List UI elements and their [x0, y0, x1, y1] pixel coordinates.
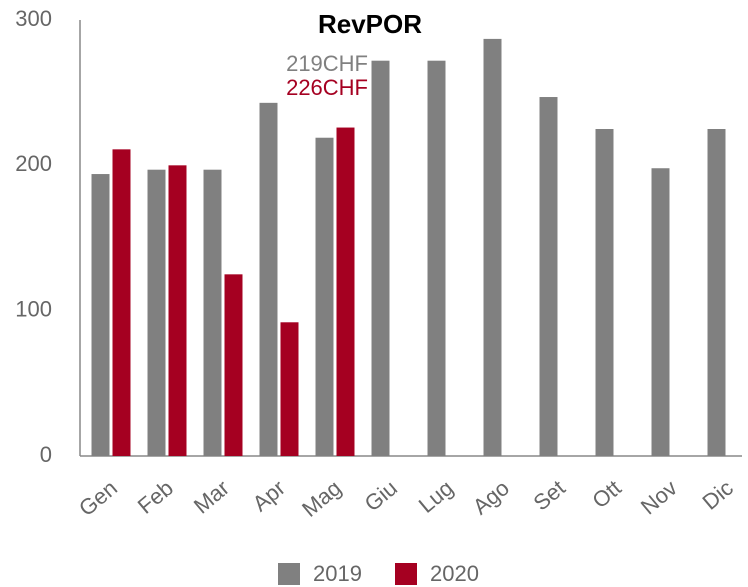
bar	[112, 149, 131, 456]
x-tick-label: Apr	[248, 475, 290, 516]
bar	[280, 322, 299, 456]
bar	[147, 169, 166, 456]
bar	[203, 169, 222, 456]
legend-label: 2020	[430, 561, 479, 586]
x-tick-label: Mar	[189, 475, 234, 519]
bar	[259, 102, 278, 456]
x-tick-label: Set	[529, 475, 570, 515]
bar	[371, 60, 390, 457]
legend-label: 2019	[313, 561, 362, 586]
bar	[483, 38, 502, 456]
annotation: 219CHF	[286, 51, 368, 76]
bar	[539, 97, 558, 456]
bar	[427, 60, 446, 457]
legend-swatch	[278, 563, 300, 585]
x-tick-label: Lug	[414, 475, 458, 518]
legend-swatch	[395, 563, 417, 585]
annotation: 226CHF	[286, 75, 368, 100]
y-tick-label: 100	[15, 296, 52, 321]
bar	[595, 129, 614, 456]
bar	[336, 127, 355, 457]
x-tick-label: Feb	[133, 475, 178, 519]
x-tick-label: Giu	[360, 475, 402, 516]
bar	[224, 274, 243, 456]
bar	[315, 137, 334, 456]
bar	[651, 168, 670, 457]
y-tick-label: 200	[15, 151, 52, 176]
bar	[168, 165, 187, 457]
x-tick-label: Mag	[297, 475, 346, 522]
x-tick-label: Gen	[74, 475, 122, 521]
x-tick-label: Nov	[636, 475, 682, 519]
y-tick-label: 0	[40, 442, 52, 467]
bar	[707, 129, 726, 456]
x-tick-label: Ago	[468, 475, 514, 519]
bar	[91, 174, 110, 456]
chart-title: RevPOR	[318, 9, 422, 39]
x-tick-label: Dic	[698, 475, 738, 515]
x-tick-label: Ott	[587, 475, 626, 513]
y-tick-label: 300	[15, 6, 52, 31]
